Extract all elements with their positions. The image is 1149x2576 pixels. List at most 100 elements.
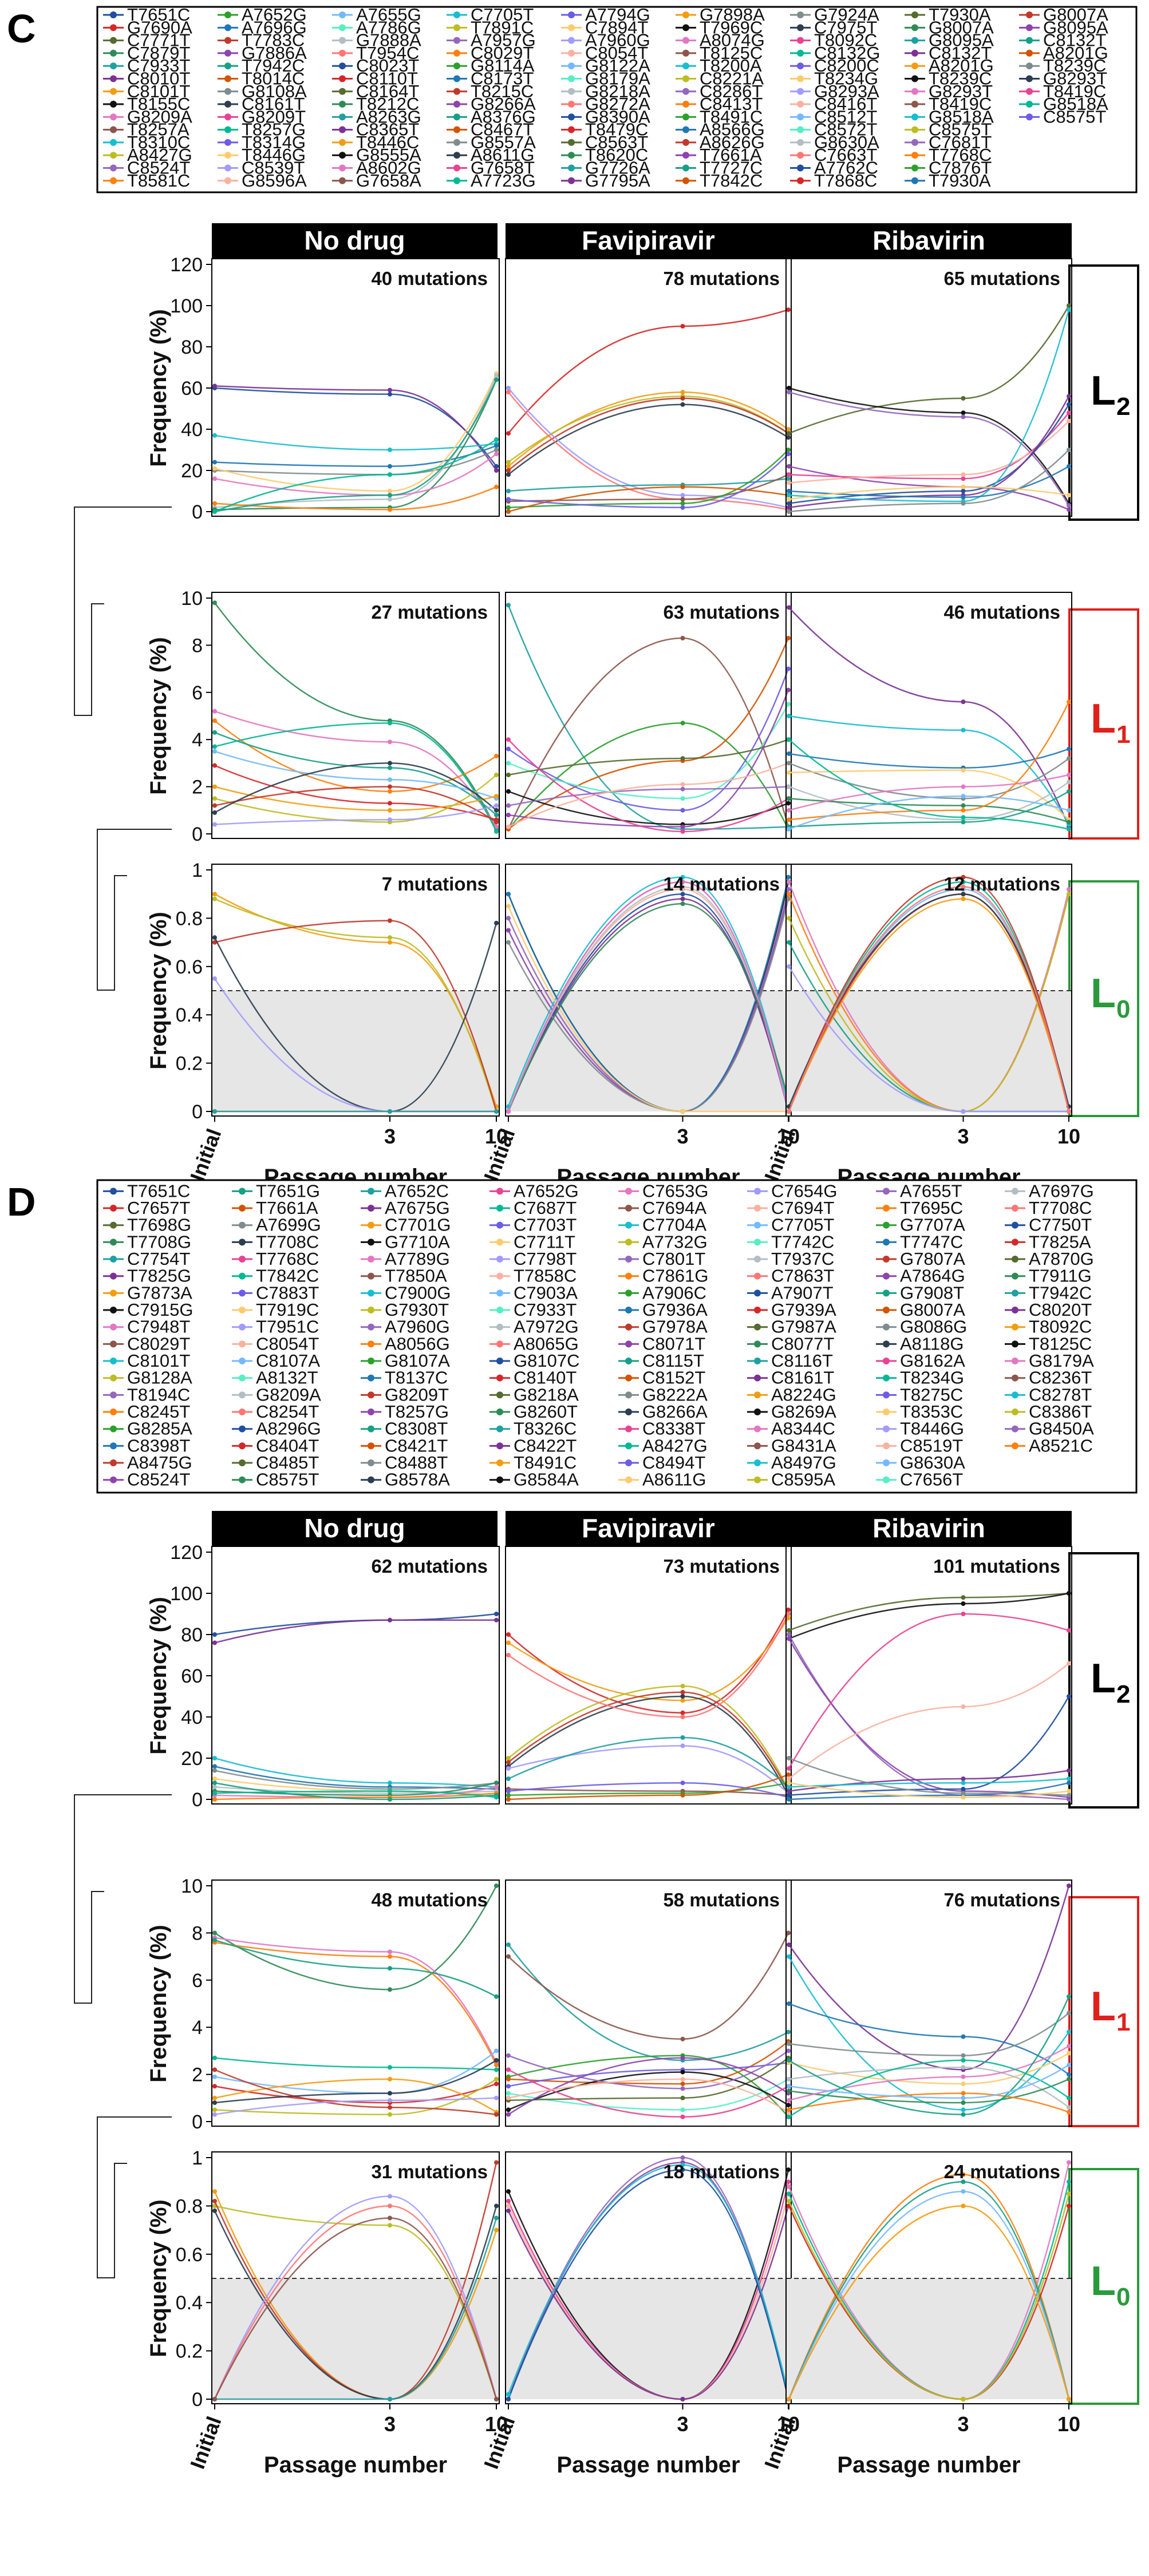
legend-label: G8179A — [1029, 1351, 1094, 1371]
data-point — [680, 1689, 685, 1695]
x-tick-label: Initial — [185, 2413, 226, 2472]
data-point — [680, 896, 685, 901]
plot-frame — [785, 1546, 1072, 1805]
legend-marker — [110, 113, 117, 121]
legend-label: C8161T — [242, 94, 305, 114]
legend-item: T7911G — [1005, 1266, 1092, 1286]
legend-label: G8222A — [642, 1384, 708, 1404]
legend-item: C8161T — [747, 1368, 834, 1388]
data-point — [787, 2041, 791, 2047]
legend-label: A7723G — [471, 171, 536, 191]
legend-label: A7696G — [242, 17, 307, 37]
legend-marker — [625, 1459, 632, 1467]
legend-label: T8257G — [242, 120, 306, 140]
legend-marker — [625, 1442, 632, 1450]
legend-label: C8575T — [256, 1470, 319, 1490]
legend-item: G8128A — [103, 1368, 192, 1388]
legend-item: G7898A — [676, 5, 765, 25]
y-axis-label: Frequency (%) — [146, 637, 171, 795]
level-subscript: 2 — [1116, 1680, 1130, 1708]
data-point — [212, 2397, 217, 2401]
data-point — [506, 505, 511, 510]
series-line — [214, 2097, 497, 2115]
legend-label: C8563T — [585, 132, 648, 152]
data-point — [787, 390, 791, 395]
legend-label: C7694T — [771, 1198, 834, 1218]
data-point — [1067, 1788, 1071, 1794]
data-point — [961, 489, 966, 493]
data-point — [680, 493, 685, 498]
level-box-L0 — [1068, 880, 1139, 1117]
legend-label: T7842C — [256, 1266, 319, 1286]
legend-item: C8010T — [103, 68, 190, 88]
data-point — [388, 2215, 392, 2221]
series-line — [788, 774, 1069, 812]
data-point — [1067, 2076, 1071, 2082]
data-point — [506, 1942, 511, 1947]
legend-item: G7930T — [361, 1300, 449, 1320]
data-point — [506, 2112, 511, 2117]
legend-label: C8221A — [700, 68, 764, 88]
legend-item: G8518A — [1019, 94, 1108, 114]
series-line — [788, 1782, 1069, 1798]
legend-label: G8107A — [385, 1351, 450, 1371]
data-point — [1067, 503, 1071, 508]
legend-marker — [1012, 1358, 1018, 1365]
data-point — [212, 2112, 217, 2117]
legend-marker — [110, 1408, 117, 1416]
legend-label: G7908T — [900, 1283, 964, 1303]
legend-item: T7708C — [232, 1232, 319, 1252]
legend-item: G8179A — [561, 68, 650, 88]
legend-item: A8224G — [747, 1384, 836, 1404]
legend-item: C8164T — [332, 81, 419, 101]
series-line — [214, 1782, 497, 1801]
legend-label: A7675G — [385, 1198, 450, 1218]
data-point — [388, 2105, 392, 2110]
level-box-L1 — [1068, 1896, 1139, 2127]
data-point — [388, 507, 392, 512]
legend-label: T8194C — [127, 1384, 190, 1404]
drug-header-label: Favipiravir — [582, 1513, 715, 1543]
data-point — [494, 920, 499, 925]
legend-marker — [911, 164, 918, 172]
series-line — [214, 2059, 497, 2104]
legend-item: G8222A — [618, 1384, 708, 1404]
mutation-count: 24 mutations — [943, 2161, 1060, 2182]
legend-label: G8293T — [1043, 68, 1107, 88]
legend-label: C8152T — [642, 1368, 705, 1388]
data-point — [787, 472, 791, 477]
legend-label: C7894T — [585, 17, 648, 37]
legend-item: T8446C — [332, 132, 419, 152]
legend-marker — [797, 62, 804, 70]
drug-header — [506, 223, 791, 259]
data-point — [787, 761, 791, 766]
data-point — [786, 2179, 791, 2185]
data-point — [388, 784, 392, 789]
legend-item: T7930A — [905, 171, 991, 191]
data-point — [494, 1784, 499, 1790]
data-point — [680, 786, 685, 792]
legend-marker — [110, 164, 117, 172]
legend-marker — [883, 1358, 890, 1365]
legend-marker — [110, 1459, 117, 1467]
legend-item: C7861G — [618, 1266, 708, 1286]
data-point — [787, 464, 791, 469]
series-line — [508, 1691, 789, 1792]
data-point — [1067, 2160, 1071, 2165]
legend-marker — [224, 139, 231, 146]
legend-label: C7687T — [514, 1198, 577, 1218]
legend-item: G7987A — [747, 1317, 836, 1337]
legend-label: G7924A — [814, 5, 879, 25]
legend-item: C7754T — [103, 1249, 190, 1269]
drug-header — [786, 1511, 1072, 1546]
series-line — [214, 750, 497, 800]
y-tick-label: 120 — [170, 254, 203, 276]
data-point — [494, 2076, 499, 2082]
data-point — [212, 2095, 217, 2100]
mutation-count: 58 mutations — [663, 1889, 780, 1910]
data-point — [388, 1954, 392, 1959]
legend-marker — [754, 1289, 761, 1297]
data-point — [680, 782, 685, 787]
series-line — [508, 1944, 789, 2061]
plot-frame — [211, 1546, 500, 1805]
